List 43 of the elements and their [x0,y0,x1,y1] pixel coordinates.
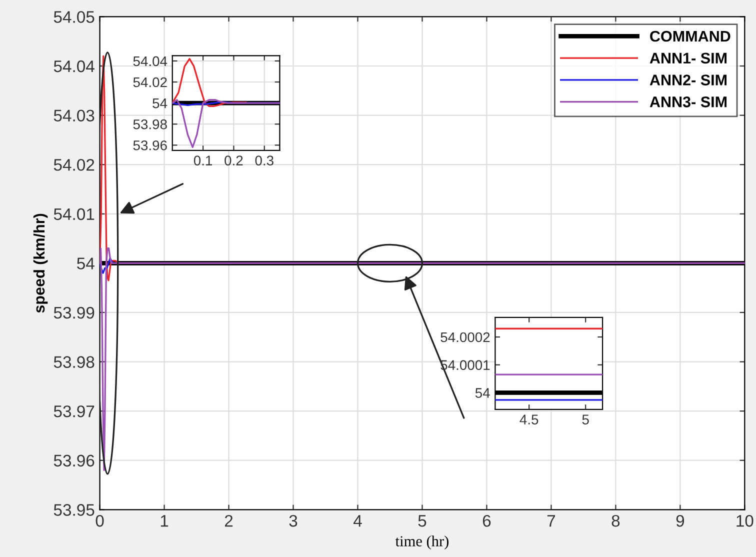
y-axis-title: speed (km/hr) [33,214,48,313]
x-tick-label: 5 [582,414,589,424]
line-series [100,248,745,472]
y-tick-label: 54.01 [54,208,94,220]
x-tick-label: 5 [418,515,426,527]
legend-label: ANN2- SIM [650,74,727,86]
legend-label: ANN3- SIM [650,96,727,108]
x-tick-label: 10 [736,514,754,527]
x-tick-label: 4.5 [520,414,538,424]
x-tick-label: 0.2 [224,156,243,166]
x-tick-label: 6 [482,514,491,527]
x-tick-label: 0.1 [194,156,212,166]
x-tick-label: 7 [547,515,555,527]
line-series [172,58,247,108]
y-tick-label: 53.98 [54,356,94,368]
y-tick-label: 54 [77,258,94,270]
y-tick-label: 53.98 [133,119,167,130]
y-tick-label: 54.04 [54,60,94,72]
y-tick-label: 53.97 [54,405,94,418]
y-tick-label: 54 [475,388,490,398]
x-axis-title: time (hr) [395,536,448,550]
x-tick-label: 4 [353,515,362,527]
y-tick-label: 53.96 [54,454,94,467]
legend-label: ANN1- SIM [650,52,727,64]
y-tick-label: 54.02 [133,77,167,88]
y-tick-label: 54.0002 [440,332,490,342]
y-tick-label: 54.02 [54,158,94,171]
x-tick-label: 1 [160,515,168,527]
x-tick-label: 3 [289,514,298,527]
y-tick-label: 53.99 [54,306,94,319]
y-tick-label: 53.96 [133,140,167,150]
y-tick-label: 54.05 [54,11,94,23]
y-tick-label: 54.03 [54,110,94,122]
legend-label: COMMAND [650,30,730,42]
y-tick-label: 53.95 [54,504,94,516]
line-series [172,99,280,148]
x-tick-label: 9 [676,514,684,527]
x-tick-label: 2 [224,514,233,527]
y-tick-label: 54 [152,98,168,108]
x-tick-label: 0 [96,514,104,527]
x-tick-label: 0.3 [255,156,274,166]
x-tick-label: 8 [612,514,620,527]
y-tick-label: 54.04 [133,56,168,66]
